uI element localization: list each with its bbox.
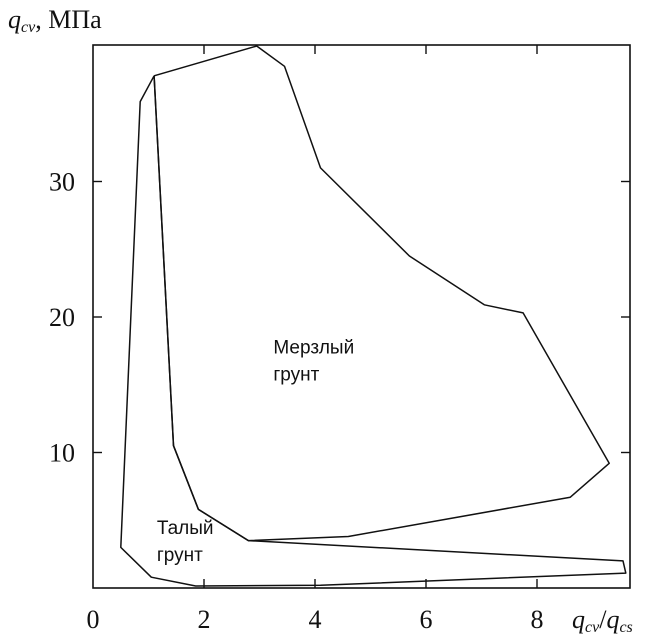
region-label-1-line-0: Талый — [157, 518, 214, 539]
y-tick-label: 20 — [49, 303, 75, 332]
region-label-0-line-1: грунт — [273, 365, 319, 386]
region-label-1-line-1: грунт — [157, 545, 203, 566]
plot-frame — [92, 44, 631, 589]
y-axis-title: qcv, МПа — [8, 5, 102, 36]
y-tick-label: 10 — [49, 439, 75, 468]
x-tick-label: 6 — [420, 605, 433, 634]
region-label-0-line-0: Мерзлый — [273, 338, 354, 359]
x-tick-label: 0 — [87, 605, 100, 634]
region-outline-1 — [120, 75, 627, 587]
x-tick-label: 2 — [198, 605, 211, 634]
ticks: 0 2 4 6 8 10 20 30 — [49, 45, 630, 634]
x-tick-label: 8 — [531, 605, 544, 634]
region-labels: Мерзлый грунт Талый грунт — [157, 338, 354, 566]
regions — [120, 45, 627, 587]
x-tick-label: 4 — [309, 605, 322, 634]
region-outline-0 — [153, 45, 610, 542]
y-tick-label: 30 — [49, 168, 75, 197]
x-axis-title: qcv/qcs — [572, 605, 633, 636]
